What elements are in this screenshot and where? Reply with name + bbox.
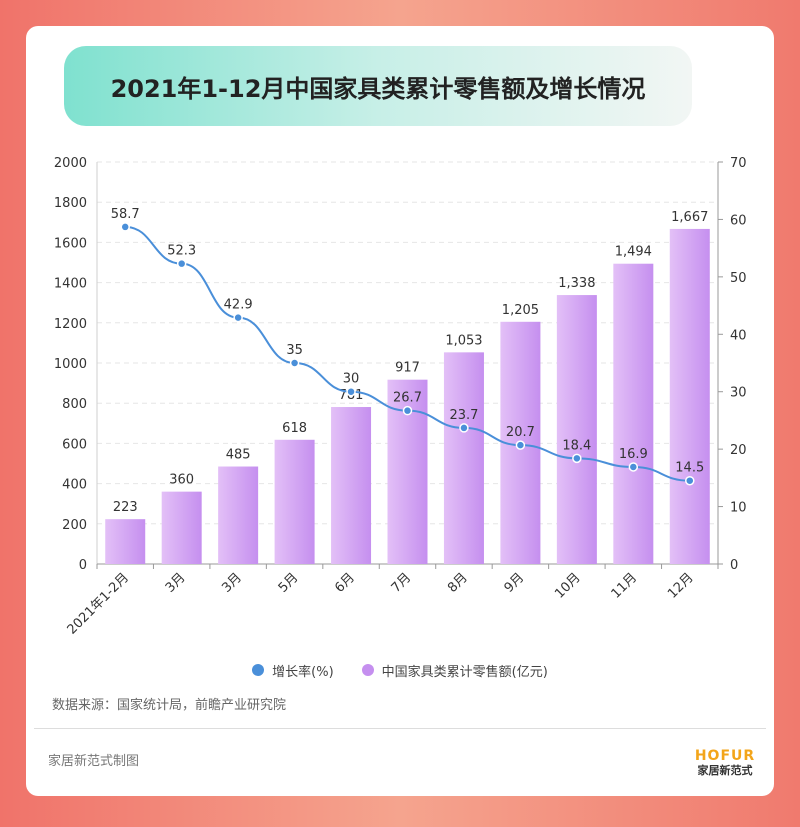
brand-logo: HOFUR 家居新范式 [690, 748, 760, 778]
y-left-tick-label: 200 [62, 518, 87, 533]
bar-value-label: 1,494 [615, 245, 652, 260]
y-right-tick-label: 40 [730, 328, 747, 343]
bar [613, 263, 654, 564]
bar-value-label: 1,205 [502, 303, 539, 318]
bar-value-label: 917 [395, 361, 420, 376]
y-left-tick-label: 800 [62, 397, 87, 412]
legend-bar-dot-icon [361, 664, 374, 676]
x-tick-label: 6月 [332, 570, 358, 596]
bar [331, 407, 372, 564]
y-left-tick-label: 600 [62, 437, 87, 452]
growth-point [515, 440, 526, 450]
y-left-tick-label: 1600 [54, 236, 87, 251]
growth-point [402, 405, 413, 416]
y-right-tick-label: 70 [730, 156, 747, 171]
logo-en: HOFUR [694, 748, 756, 764]
x-tick-label: 3月 [163, 570, 189, 596]
legend: 增长率(%) 中国家具类累计零售额(亿元) [0, 660, 800, 680]
y-right-tick-label: 30 [730, 386, 747, 401]
x-tick-label: 8月 [445, 570, 471, 596]
bar-value-label: 485 [226, 448, 251, 463]
bar [669, 228, 710, 565]
growth-point [233, 312, 243, 323]
growth-value-label: 14.5 [675, 461, 704, 476]
y-left-tick-label: 1800 [54, 196, 87, 211]
x-tick-label: 3月 [219, 570, 245, 596]
footer-credit: 家居新范式制图 [48, 754, 140, 769]
y-right-tick-label: 20 [730, 443, 747, 458]
x-tick-label: 12月 [665, 570, 696, 601]
bar [274, 439, 315, 564]
y-left-tick-label: 1000 [54, 357, 87, 372]
x-tick-label: 2021年1-2月 [65, 570, 132, 637]
y-left-tick-label: 1400 [54, 277, 87, 292]
y-right-tick-label: 60 [730, 213, 747, 228]
x-tick-label: 9月 [502, 570, 528, 596]
growth-value-label: 30 [343, 372, 360, 387]
bar [218, 466, 259, 564]
growth-point [176, 258, 187, 269]
legend-line-label: 增长率(%) [272, 664, 334, 680]
logo-cn: 家居新范式 [697, 764, 753, 777]
growth-value-label: 35 [286, 343, 303, 358]
growth-point [459, 423, 469, 433]
y-right-tick-label: 50 [730, 271, 747, 286]
growth-value-label: 58.7 [111, 207, 140, 222]
growth-value-label: 23.7 [449, 408, 478, 423]
growth-point [572, 453, 582, 464]
bar-value-label: 1,667 [671, 210, 708, 225]
growth-point [628, 462, 639, 472]
growth-value-label: 52.3 [167, 244, 196, 259]
y-left-tick-label: 400 [62, 478, 87, 493]
bar-value-label: 360 [169, 473, 194, 488]
bar-value-label: 223 [113, 500, 138, 515]
legend-item-growth: 增长率(%) [252, 661, 334, 680]
bar-value-label: 1,053 [445, 333, 482, 348]
bar [105, 519, 146, 564]
bar-value-label: 618 [282, 421, 307, 436]
growth-value-label: 16.9 [619, 447, 648, 462]
y-right-tick-label: 0 [730, 558, 738, 573]
y-left-tick-label: 0 [79, 558, 87, 573]
growth-value-label: 26.7 [393, 391, 422, 406]
legend-line-dot-icon [252, 664, 265, 676]
y-left-tick-label: 2000 [54, 156, 87, 171]
y-right-tick-label: 10 [730, 501, 747, 516]
legend-item-sales: 中国家具类累计零售额(亿元) [361, 661, 548, 680]
bar [443, 352, 484, 564]
chart-title: 2021年1-12月中国家具类累计零售额及增长情况 [110, 74, 646, 103]
source-note: 数据来源：国家统计局，前瞻产业研究院 [52, 698, 287, 713]
x-tick-label: 11月 [609, 570, 640, 601]
growth-point [346, 386, 356, 397]
bar-value-label: 1,338 [558, 276, 595, 291]
bar [556, 295, 597, 564]
x-tick-label: 5月 [276, 570, 302, 596]
divider [34, 728, 766, 729]
growth-point [120, 222, 130, 232]
title-banner: 2021年1-12月中国家具类累计零售额及增长情况 [64, 46, 692, 126]
x-tick-label: 7月 [389, 570, 415, 596]
x-tick-label: 10月 [552, 570, 583, 601]
growth-value-label: 18.4 [562, 438, 591, 453]
growth-value-label: 20.7 [506, 425, 535, 440]
growth-point [289, 358, 300, 368]
bar [161, 491, 202, 564]
growth-point [685, 475, 695, 486]
growth-value-label: 42.9 [224, 298, 253, 313]
y-left-tick-label: 1200 [54, 317, 87, 332]
growth-line [125, 225, 690, 482]
legend-bar-label: 中国家具类累计零售额(亿元) [381, 664, 548, 680]
